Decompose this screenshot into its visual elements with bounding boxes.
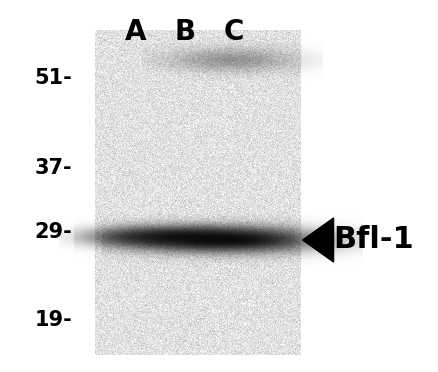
Text: 37-: 37- — [35, 158, 72, 178]
Text: 19-: 19- — [34, 310, 72, 330]
Text: B: B — [174, 18, 195, 46]
Text: 51-: 51- — [34, 68, 72, 88]
Polygon shape — [302, 218, 333, 262]
Text: Bfl-1: Bfl-1 — [332, 225, 413, 254]
Text: C: C — [223, 18, 243, 46]
Text: A: A — [124, 18, 146, 46]
Text: 29-: 29- — [34, 222, 72, 242]
